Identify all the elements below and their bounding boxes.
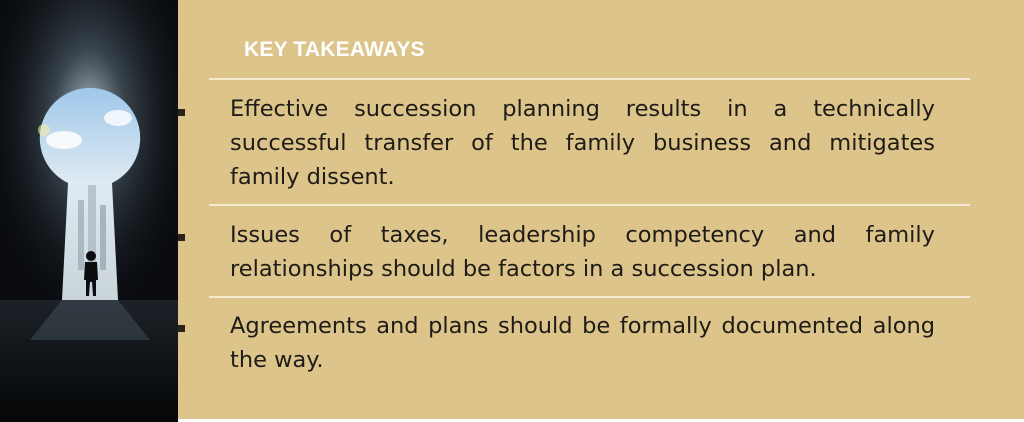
takeaway-text: Effective succession planning results in… xyxy=(230,96,935,190)
bullet-square-icon xyxy=(178,325,185,332)
keyhole-door-person-icon xyxy=(0,0,178,422)
divider xyxy=(209,78,970,80)
bullet-square-icon xyxy=(178,109,185,116)
takeaway-text: Agreements and plans should be formally … xyxy=(230,313,935,373)
divider xyxy=(209,296,970,298)
slide-title: KEY TAKEAWAYS xyxy=(244,38,425,61)
takeaways-panel: KEY TAKEAWAYS Effective succession plann… xyxy=(178,0,1024,419)
bullet-square-icon xyxy=(178,234,185,241)
divider xyxy=(209,204,970,206)
takeaway-text: Issues of taxes, leadership competency a… xyxy=(230,222,935,282)
